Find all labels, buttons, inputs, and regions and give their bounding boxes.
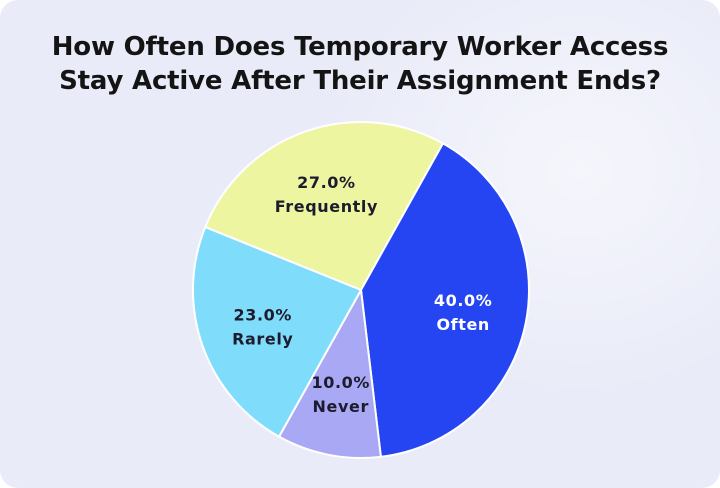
slice-value-never: 10.0% [312, 373, 371, 392]
slice-value-frequently: 27.0% [297, 173, 356, 192]
chart-title-line-2: Stay Active After Their Assignment Ends? [59, 66, 661, 96]
slice-category-never: Never [313, 397, 369, 416]
pie-slice-often [360, 142, 530, 458]
slice-category-frequently: Frequently [275, 197, 378, 216]
slice-label-never: 10.0% Never [312, 373, 371, 416]
slice-category-often: Often [436, 315, 489, 334]
slice-value-often: 40.0% [434, 291, 493, 310]
slice-value-rarely: 23.0% [233, 306, 292, 325]
slice-label-rarely: 23.0% Rarely [232, 306, 293, 349]
chart-title-line-1: How Often Does Temporary Worker Access [51, 32, 669, 62]
pie-slice-never [278, 289, 382, 459]
pie-slice-rarely [192, 226, 362, 438]
slice-label-frequently: 27.0% Frequently [275, 173, 378, 216]
slice-label-often: 40.0% Often [434, 291, 493, 334]
chart-title: How Often Does Temporary Worker Access S… [40, 30, 680, 98]
slice-category-rarely: Rarely [232, 330, 293, 349]
